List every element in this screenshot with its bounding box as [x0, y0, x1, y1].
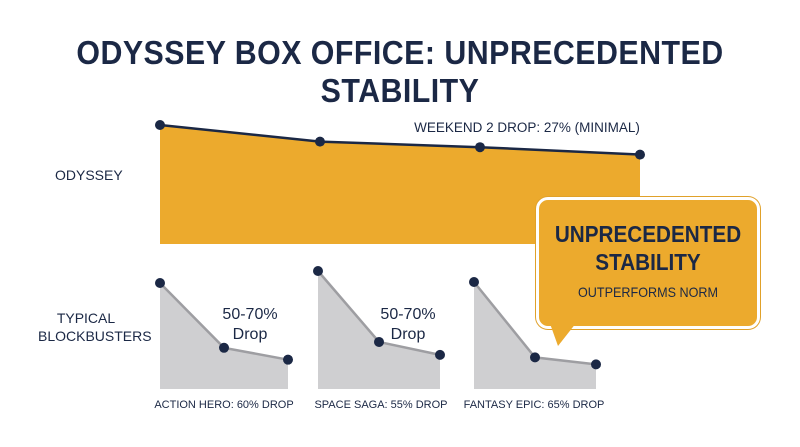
chart3-caption: FANTASY EPIC: 65% DROP: [464, 399, 605, 411]
chart1-annotation: 50-70% Drop: [222, 306, 277, 343]
chart3-area: [474, 282, 596, 389]
callout-tail: [548, 318, 580, 346]
chart0-annotation: WEEKEND 2 DROP: 27% (MINIMAL): [414, 120, 640, 135]
chart0-line: [159, 123, 641, 156]
stability-callout: UNPRECEDENTED STABILITY OUTPERFORMS NORM: [536, 197, 760, 329]
chart1-point: [219, 342, 229, 353]
page-title: ODYSSEY BOX OFFICE: UNPRECEDENTED STABIL…: [76, 34, 724, 109]
chart1-caption: ACTION HERO: 60% DROP: [154, 399, 293, 411]
chart2-annotation: 50-70% Drop: [380, 306, 435, 343]
callout-title: UNPRECEDENTED STABILITY: [554, 221, 742, 275]
chart3-point: [469, 277, 479, 287]
chart2-point: [313, 266, 323, 276]
chart2-caption: SPACE SAGA: 55% DROP: [314, 399, 447, 411]
chart3-point: [530, 352, 540, 363]
chart0-point: [155, 120, 165, 130]
chart0-area: [160, 125, 640, 244]
chart0-point: [635, 149, 645, 160]
chart2-area: [318, 271, 440, 389]
typical-blockbusters-row-label: TYPICAL BLOCKBUSTERS: [38, 310, 152, 344]
callout-subtitle: OUTPERFORMS NORM: [577, 284, 719, 300]
chart1-area: [160, 283, 288, 389]
chart2-point: [374, 336, 384, 347]
chart0-point: [315, 136, 325, 147]
chart1-point: [155, 278, 165, 288]
chart1-point: [283, 354, 293, 365]
odyssey-row-label: ODYSSEY: [55, 167, 123, 183]
chart2-point: [435, 349, 445, 360]
chart0-point: [475, 142, 485, 153]
chart3-point: [591, 359, 601, 370]
